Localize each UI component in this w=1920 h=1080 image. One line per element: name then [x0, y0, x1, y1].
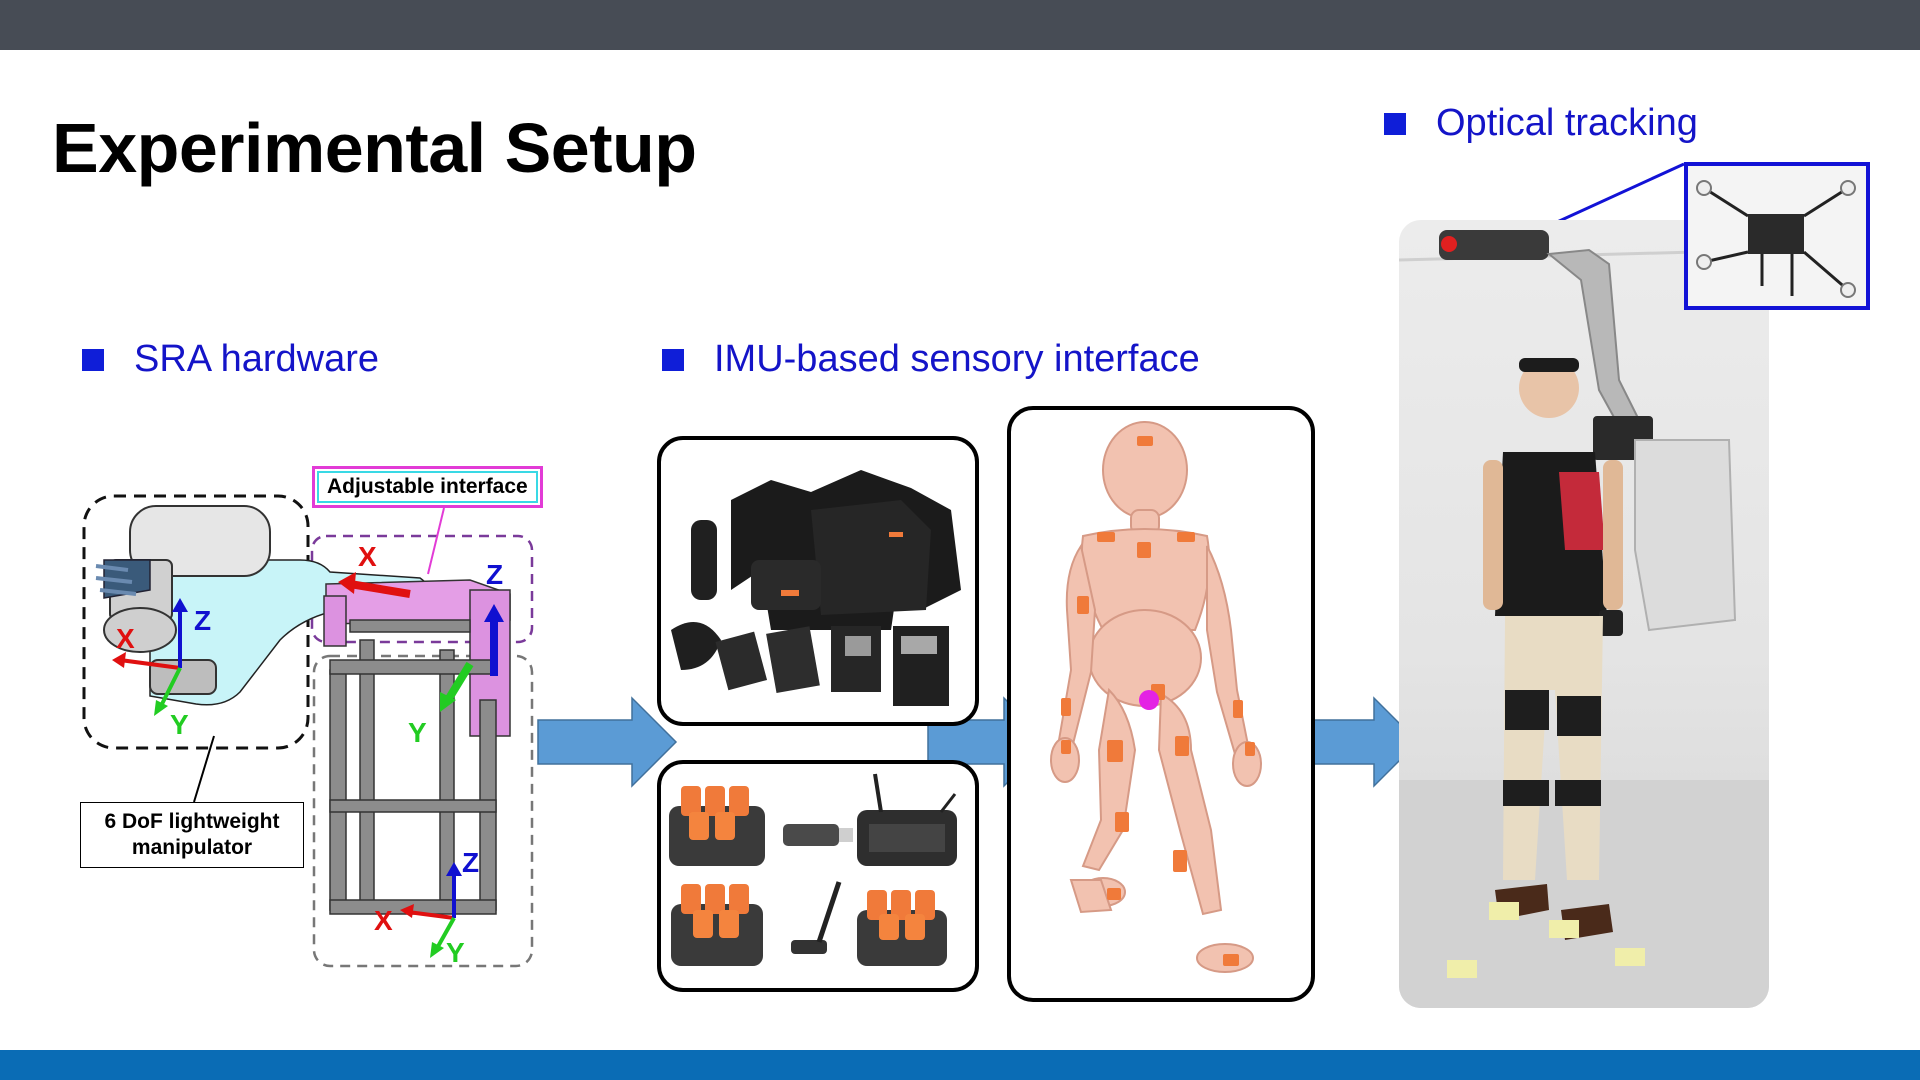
avatar-center-of-mass-icon — [1139, 690, 1159, 710]
frame-base-axes: X Z Y — [374, 847, 479, 968]
flow-arrow-1 — [537, 696, 678, 788]
top-bar — [0, 0, 1920, 50]
slide-title: Experimental Setup — [52, 109, 697, 187]
imu-avatar-panel — [1007, 406, 1315, 1002]
manipulator-label-line2: manipulator — [131, 836, 253, 859]
bullet-square-icon — [82, 348, 104, 371]
manipulator-label-line1: 6 DoF lightweight — [104, 810, 280, 833]
imu-sensors-image — [669, 773, 957, 966]
sra-hardware-heading: SRA hardware — [82, 338, 379, 381]
frame-dashed-box — [312, 654, 534, 968]
inset-connector-top — [1543, 162, 1685, 230]
axis-x-label: X — [374, 905, 393, 936]
optical-tracking-heading: Optical tracking — [1384, 102, 1698, 145]
axis-x-label: X — [116, 623, 135, 654]
manipulator-pointer-line — [193, 735, 215, 803]
optical-marker-image — [1696, 180, 1856, 298]
avatar-imu-sensors — [1061, 436, 1255, 966]
manipulator-axes: X Z Y — [112, 598, 211, 740]
imu-interface-heading-text: IMU-based sensory interface — [714, 338, 1200, 380]
optical-marker-inset — [1684, 162, 1870, 310]
imu-suits-image — [671, 470, 961, 706]
adjustable-interface-label: Adjustable interface — [312, 466, 543, 508]
imu-interface-heading: IMU-based sensory interface — [662, 338, 1200, 381]
manipulator-arm — [95, 505, 271, 695]
optical-tracking-heading-text: Optical tracking — [1436, 102, 1698, 144]
adjustable-interface-label-text: Adjustable interface — [317, 471, 538, 503]
imu-suits-panel — [657, 436, 979, 726]
bullet-square-icon — [1384, 112, 1406, 135]
optical-tracking-photo — [1399, 220, 1769, 1008]
bottom-bar — [0, 1050, 1920, 1080]
interface-axes: X Z Y — [338, 541, 504, 748]
manipulator-dashed-box — [82, 494, 310, 750]
sra-hardware-heading-text: SRA hardware — [134, 338, 380, 380]
imu-avatar-image — [1050, 421, 1262, 973]
optical-tracking-photo-image — [1399, 230, 1769, 1008]
axis-x-label: X — [358, 541, 377, 572]
axis-y-label: Y — [446, 937, 465, 968]
axis-z-label: Z — [462, 847, 479, 878]
imu-sensors-panel — [657, 760, 979, 992]
interface-pointer-line — [427, 507, 445, 575]
axis-y-label: Y — [408, 717, 427, 748]
axis-y-label: Y — [170, 709, 189, 740]
manipulator-label: 6 DoF lightweight manipulator — [80, 802, 304, 868]
axis-z-label: Z — [486, 559, 503, 590]
axis-z-label: Z — [194, 605, 211, 636]
bullet-square-icon — [662, 348, 684, 371]
